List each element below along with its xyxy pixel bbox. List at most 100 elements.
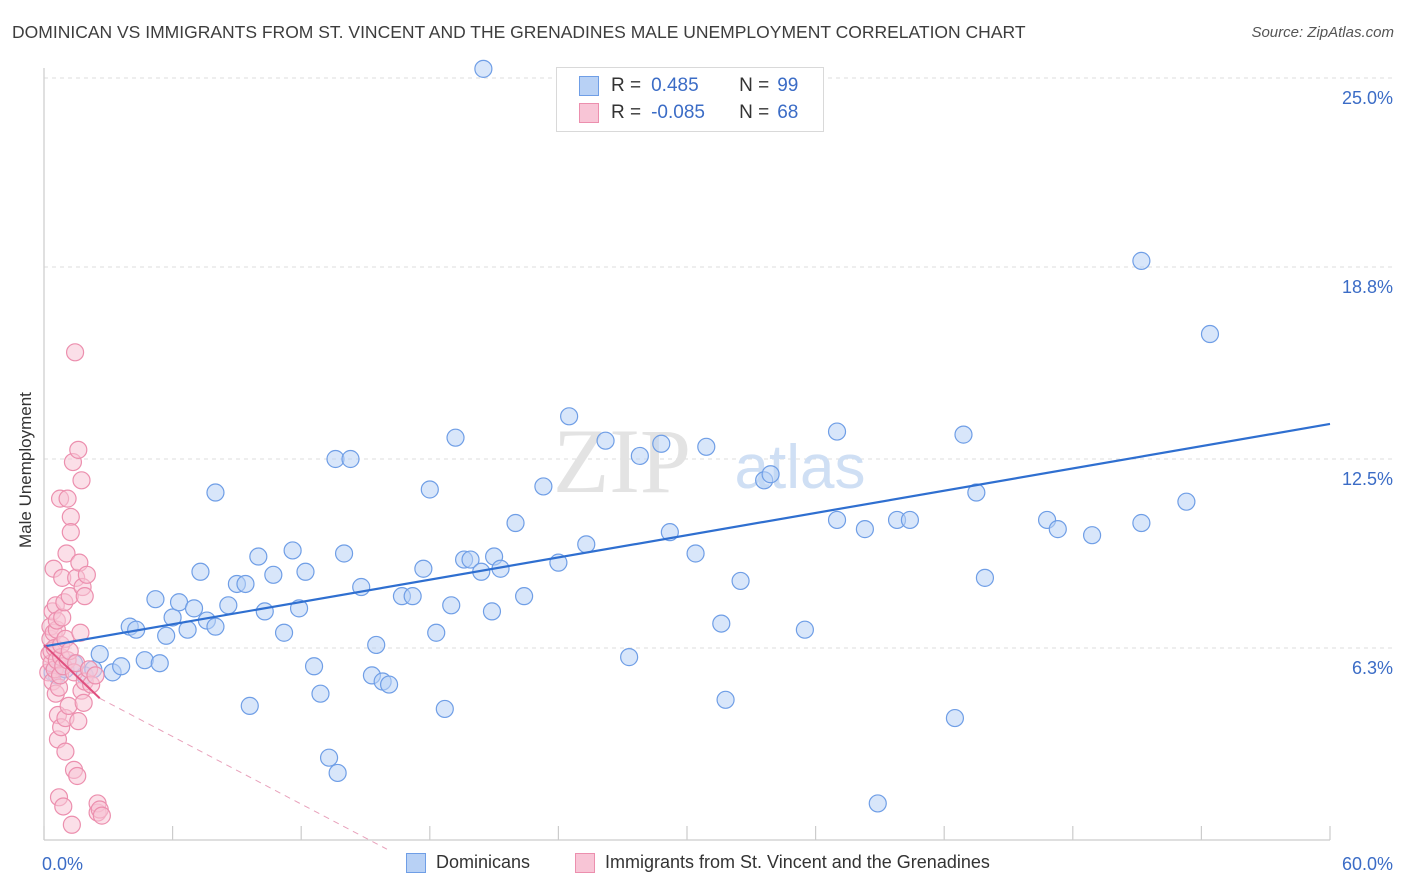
point-dominicans <box>157 626 176 645</box>
point-dominicans <box>206 617 225 636</box>
series-svg <box>39 343 111 834</box>
y-axis-label: Male Unemployment <box>16 392 35 548</box>
point-dominicans <box>868 794 887 813</box>
point-dominicans <box>712 614 731 633</box>
point-svg <box>61 507 80 527</box>
point-dominicans <box>620 648 639 667</box>
point-svg <box>56 742 75 761</box>
point-dominicans <box>716 690 735 709</box>
legend-n-value: 99 <box>777 75 799 96</box>
point-dominicans <box>474 59 493 78</box>
point-dominicans <box>367 635 386 655</box>
point-dominicans <box>731 571 750 591</box>
legend-n-value: 68 <box>777 102 799 123</box>
point-dominicans <box>296 562 315 581</box>
point-dominicans <box>236 574 255 594</box>
point-dominicans <box>420 480 439 499</box>
point-dominicans <box>697 437 716 456</box>
series-legend: Dominicans Immigrants from St. Vincent a… <box>0 852 1406 878</box>
point-svg <box>77 565 96 584</box>
point-dominicans <box>560 407 579 426</box>
point-dominicans <box>328 763 347 783</box>
correlation-legend: R = 0.485 N = 99 R = -0.085 N = 68 <box>556 67 824 132</box>
source-label: Source: ZipAtlas.com <box>1251 24 1394 41</box>
point-svg <box>57 544 76 563</box>
point-dominicans <box>427 623 446 642</box>
y-tick-label: 6.3% <box>1352 658 1393 678</box>
point-dominicans <box>596 431 615 450</box>
point-dominicans <box>283 541 302 560</box>
point-dominicans <box>515 587 534 606</box>
point-dominicans <box>240 696 259 715</box>
legend-swatch-svg <box>575 852 595 873</box>
point-dominicans <box>630 446 649 466</box>
trend-lines <box>43 422 1331 850</box>
point-dominicans <box>482 602 502 621</box>
legend-item-dominicans: Dominicans <box>406 852 530 873</box>
point-dominicans <box>461 550 480 569</box>
point-svg <box>74 693 93 712</box>
watermark-zip: ZIP <box>553 410 691 512</box>
point-dominicans <box>954 425 973 444</box>
point-dominicans <box>442 596 461 615</box>
point-svg <box>75 587 94 606</box>
point-svg <box>53 608 72 627</box>
point-svg <box>62 815 81 834</box>
point-svg <box>68 766 87 786</box>
point-dominicans <box>1082 526 1102 545</box>
point-dominicans <box>827 510 847 530</box>
point-dominicans <box>1048 520 1067 539</box>
point-dominicans <box>577 535 596 554</box>
legend-n-label: N = <box>739 102 770 123</box>
point-dominicans <box>249 547 268 566</box>
point-dominicans <box>1132 251 1151 270</box>
legend-label-svg: Immigrants from St. Vincent and the Gren… <box>605 852 990 872</box>
trend-line-dominicans <box>43 422 1331 648</box>
data-points <box>39 59 1220 834</box>
point-dominicans <box>341 449 360 469</box>
point-dominicans <box>446 428 465 447</box>
point-dominicans <box>112 657 131 676</box>
point-dominicans <box>1200 324 1220 344</box>
legend-r-label: R = <box>611 75 642 96</box>
point-dominicans <box>403 587 422 606</box>
point-dominicans <box>184 599 204 618</box>
point-svg <box>92 806 111 825</box>
point-svg <box>61 523 80 542</box>
point-svg <box>59 696 78 715</box>
legend-label-dominicans: Dominicans <box>436 852 531 872</box>
point-dominicans <box>534 477 553 496</box>
point-dominicans <box>379 675 399 694</box>
point-dominicans <box>900 510 920 530</box>
point-svg <box>86 666 105 685</box>
point-dominicans <box>506 513 525 533</box>
point-svg <box>69 440 88 459</box>
legend-swatch-dominicans <box>406 852 426 873</box>
point-dominicans <box>274 623 294 642</box>
point-dominicans <box>319 748 339 767</box>
y-tick-label: 18.8% <box>1342 277 1393 297</box>
legend-item-svg: Immigrants from St. Vincent and the Gren… <box>575 852 990 873</box>
point-dominicans <box>686 544 705 563</box>
legend-r-value: 0.485 <box>651 75 699 96</box>
chart-title: DOMINICAN VS IMMIGRANTS FROM ST. VINCENT… <box>12 22 1026 42</box>
point-dominicans <box>150 654 169 673</box>
point-dominicans <box>304 657 324 676</box>
legend-row-dominicans: R = 0.485 N = 99 <box>579 74 798 98</box>
watermark: ZIP atlas <box>553 410 865 512</box>
point-dominicans <box>135 651 154 670</box>
point-dominicans <box>1132 513 1151 533</box>
legend-swatch-svg <box>579 103 599 123</box>
trend-line-svg <box>43 644 101 699</box>
point-dominicans <box>191 562 210 581</box>
point-svg <box>72 471 91 490</box>
point-dominicans <box>255 602 274 621</box>
point-dominicans <box>90 644 109 664</box>
watermark-atlas: atlas <box>735 433 866 502</box>
legend-n-label: N = <box>739 75 770 96</box>
point-svg <box>58 489 77 508</box>
point-dominicans <box>795 620 814 639</box>
legend-r-label: R = <box>611 102 642 123</box>
point-dominicans <box>945 708 965 728</box>
